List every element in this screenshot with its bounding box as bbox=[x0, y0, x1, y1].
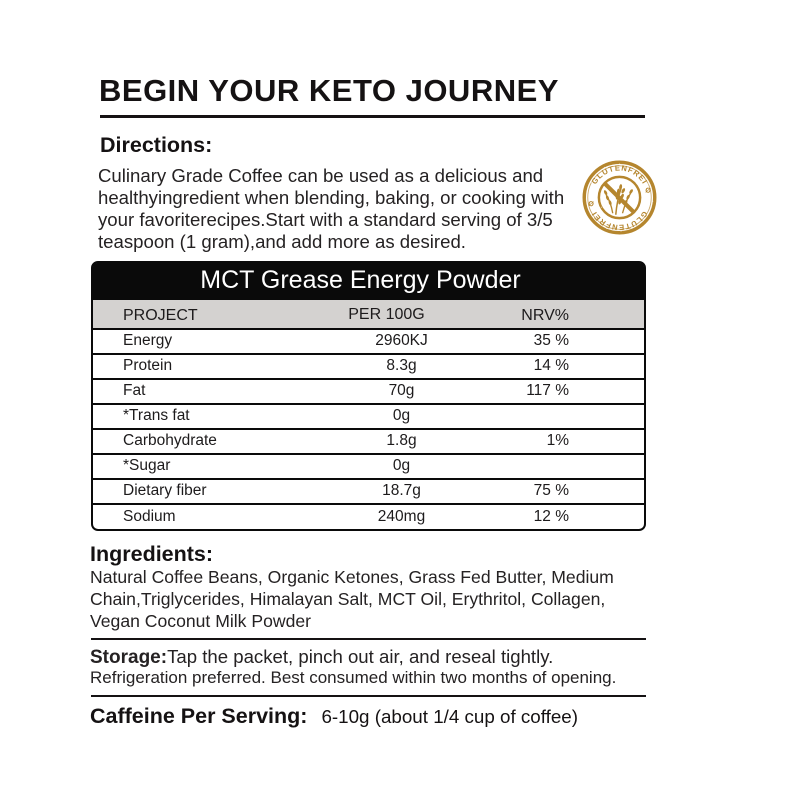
svg-text:Ø: Ø bbox=[587, 200, 595, 209]
svg-text:GLUTENFREI: GLUTENFREI bbox=[590, 163, 650, 186]
svg-text:Ø: Ø bbox=[644, 186, 652, 195]
